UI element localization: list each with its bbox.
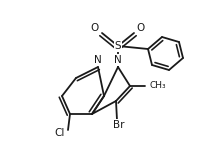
Text: CH₃: CH₃ [149, 82, 166, 91]
Text: O: O [136, 23, 144, 33]
Text: N: N [114, 55, 121, 65]
Text: N: N [94, 55, 101, 65]
Text: S: S [114, 41, 121, 51]
Text: Br: Br [113, 120, 124, 130]
Text: Cl: Cl [55, 128, 65, 138]
Text: O: O [90, 23, 99, 33]
